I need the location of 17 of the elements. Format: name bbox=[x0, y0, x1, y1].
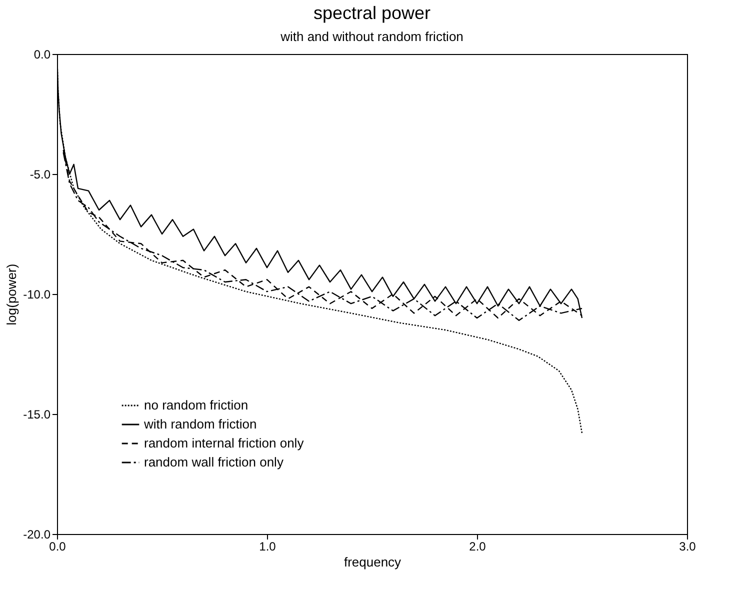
y-axis-title: log(power) bbox=[4, 264, 20, 326]
x-tick-label: 2.0 bbox=[469, 540, 486, 554]
legend-label: random internal friction only bbox=[144, 436, 304, 450]
legend-label: random wall friction only bbox=[144, 454, 284, 470]
legend-label: no random friction bbox=[144, 398, 248, 412]
y-tick-label: 0.0 bbox=[34, 48, 51, 62]
legend-label: with random friction bbox=[143, 416, 257, 432]
y-tick-label: -10.0 bbox=[23, 288, 51, 302]
x-tick-label: 3.0 bbox=[679, 540, 696, 554]
x-axis-title: frequency bbox=[344, 554, 402, 570]
chart-title: spectral power bbox=[313, 3, 431, 23]
y-tick-label: -5.0 bbox=[30, 168, 51, 182]
x-tick-label: 0.0 bbox=[49, 540, 66, 554]
x-tick-label: 1.0 bbox=[259, 540, 276, 554]
y-tick-label: -15.0 bbox=[23, 408, 51, 422]
y-tick-label: -20.0 bbox=[23, 528, 51, 542]
chart-subtitle: with and without random friction bbox=[280, 29, 464, 44]
